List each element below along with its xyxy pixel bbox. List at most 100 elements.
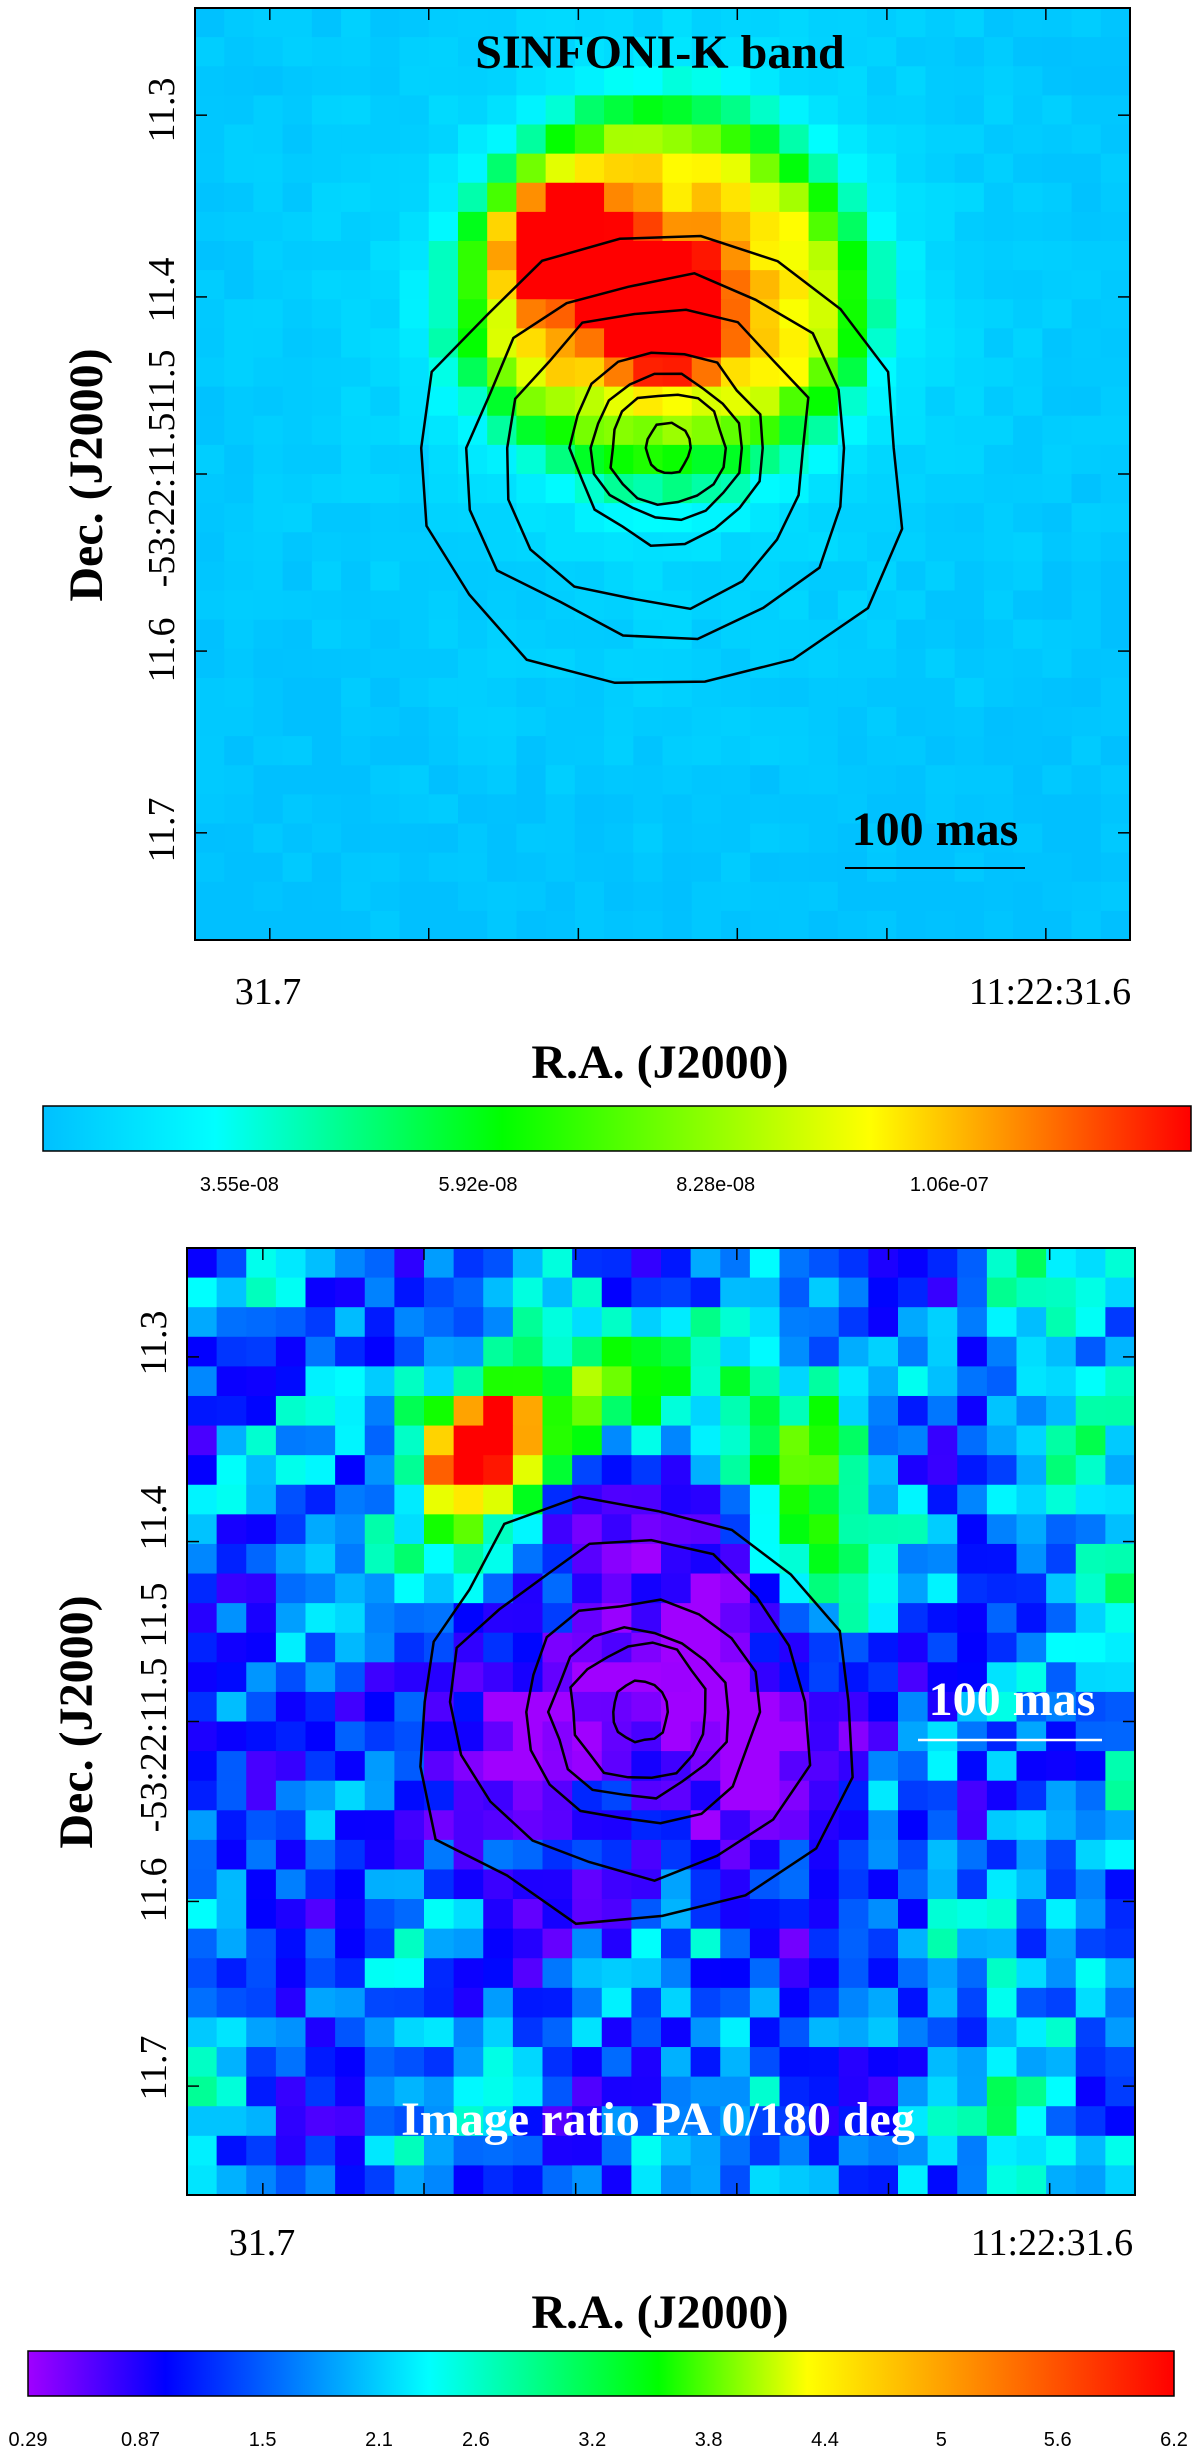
heatmap-cell [1071,503,1102,533]
heatmap-cell [601,2165,632,2196]
heatmap-cell [282,707,313,737]
heatmap-cell [1105,2165,1136,2196]
heatmap-cell [837,765,868,795]
heatmap-cell [779,182,810,213]
heatmap-cell [512,1603,544,1634]
y-tick-label: -53:22:11.5 [133,1658,175,1833]
heatmap-cell [957,2106,988,2137]
heatmap-cell [691,648,722,679]
heatmap-cell [572,1691,603,1723]
heatmap-cell [305,1899,336,1930]
heatmap-cell [282,37,313,67]
heatmap-cell [1100,299,1131,329]
heatmap-cell [927,1455,958,1486]
heatmap-cell [246,2017,277,2048]
heatmap-cell [838,1455,869,1486]
heatmap-cell [453,2017,484,2048]
heatmap-cell [779,794,810,825]
heatmap-cell [809,1603,840,1634]
heatmap-cell [195,648,225,679]
heatmap-cell [572,1810,603,1841]
heatmap-cell [1075,1248,1106,1279]
heatmap-cell [896,765,927,795]
heatmap-cell [195,270,225,300]
heatmap-cell [661,1573,692,1604]
heatmap-cell [1013,532,1043,562]
heatmap-cell [253,619,284,650]
heatmap-cell [1042,386,1073,417]
heatmap-cell [691,532,722,562]
heatmap-cell [305,1484,336,1515]
heatmap-cell [601,1366,632,1397]
heatmap-cell [633,66,664,96]
heatmap-cell [809,1632,840,1663]
heatmap-cell [364,1751,395,1782]
y-tick-label: 11.3 [141,77,183,142]
heatmap-cell [1013,823,1043,854]
heatmap-cell [453,1987,484,2019]
heatmap-cell [1046,1869,1077,1900]
heatmap-cell [483,1543,514,1575]
heatmap-cell [453,1277,484,1308]
heatmap-cell [216,1632,247,1663]
heatmap-cell [574,881,605,912]
heatmap-cell [216,1691,247,1723]
heatmap-cell [1042,95,1073,126]
heatmap-cell [216,2017,247,2048]
heatmap-cell [1100,503,1131,533]
heatmap-cell [1046,1455,1077,1486]
heatmap-cell [983,8,1014,38]
heatmap-cell [453,1662,484,1693]
heatmap-cell [572,1455,603,1486]
heatmap-cell [779,211,810,242]
heatmap-cell [253,8,284,38]
heatmap-cell [282,765,313,795]
heatmap-cell [957,1839,988,1871]
heatmap-cell [305,1721,336,1752]
heatmap-cell [838,2106,869,2137]
heatmap-cell [986,2106,1018,2137]
heatmap-cell [453,2047,484,2078]
heatmap-cell [720,1780,751,1811]
y-tick-label: 11.6 [133,1857,175,1922]
heatmap-cell [720,37,751,67]
heatmap-cell [275,2076,307,2107]
heatmap-cell [364,1691,395,1723]
heatmap-cell [868,1248,899,1279]
heatmap-cell [282,444,313,475]
heatmap-cell [335,2165,366,2196]
heatmap-cell [779,1395,810,1427]
heatmap-cell [927,1573,958,1604]
heatmap-cell [601,1839,632,1871]
heatmap-cell [512,1366,544,1397]
heatmap-cell [516,211,547,242]
panel-title: SINFONI-K band [475,26,845,79]
heatmap-cell [1105,1248,1136,1279]
heatmap-cell [399,357,430,388]
heatmap-cell [516,124,547,155]
heatmap-cell [545,182,576,213]
heatmap-cell [954,153,985,184]
heatmap-cell [516,707,547,737]
heatmap-cell [1016,1869,1047,1900]
heatmap-cell [545,357,576,388]
heatmap-cell [779,386,810,417]
heatmap-cell [282,270,313,300]
heatmap-cell [957,1899,988,1930]
heatmap-cell [275,1514,307,1545]
heatmap-cell [545,648,576,679]
heatmap-cell [896,677,927,708]
heatmap-cell [341,386,371,417]
heatmap-cell [720,182,751,213]
heatmap-cell [224,677,255,708]
heatmap-cell [311,8,342,38]
heatmap-cell [986,2165,1018,2196]
heatmap-cell [483,1336,514,1367]
heatmap-cell [512,1632,544,1663]
heatmap-cell [224,881,255,912]
heatmap-cell [394,1395,425,1427]
heatmap-cell [216,1573,247,1604]
heatmap-cell [187,1336,218,1367]
heatmap-cell [394,1543,425,1575]
heatmap-cell [631,1573,662,1604]
